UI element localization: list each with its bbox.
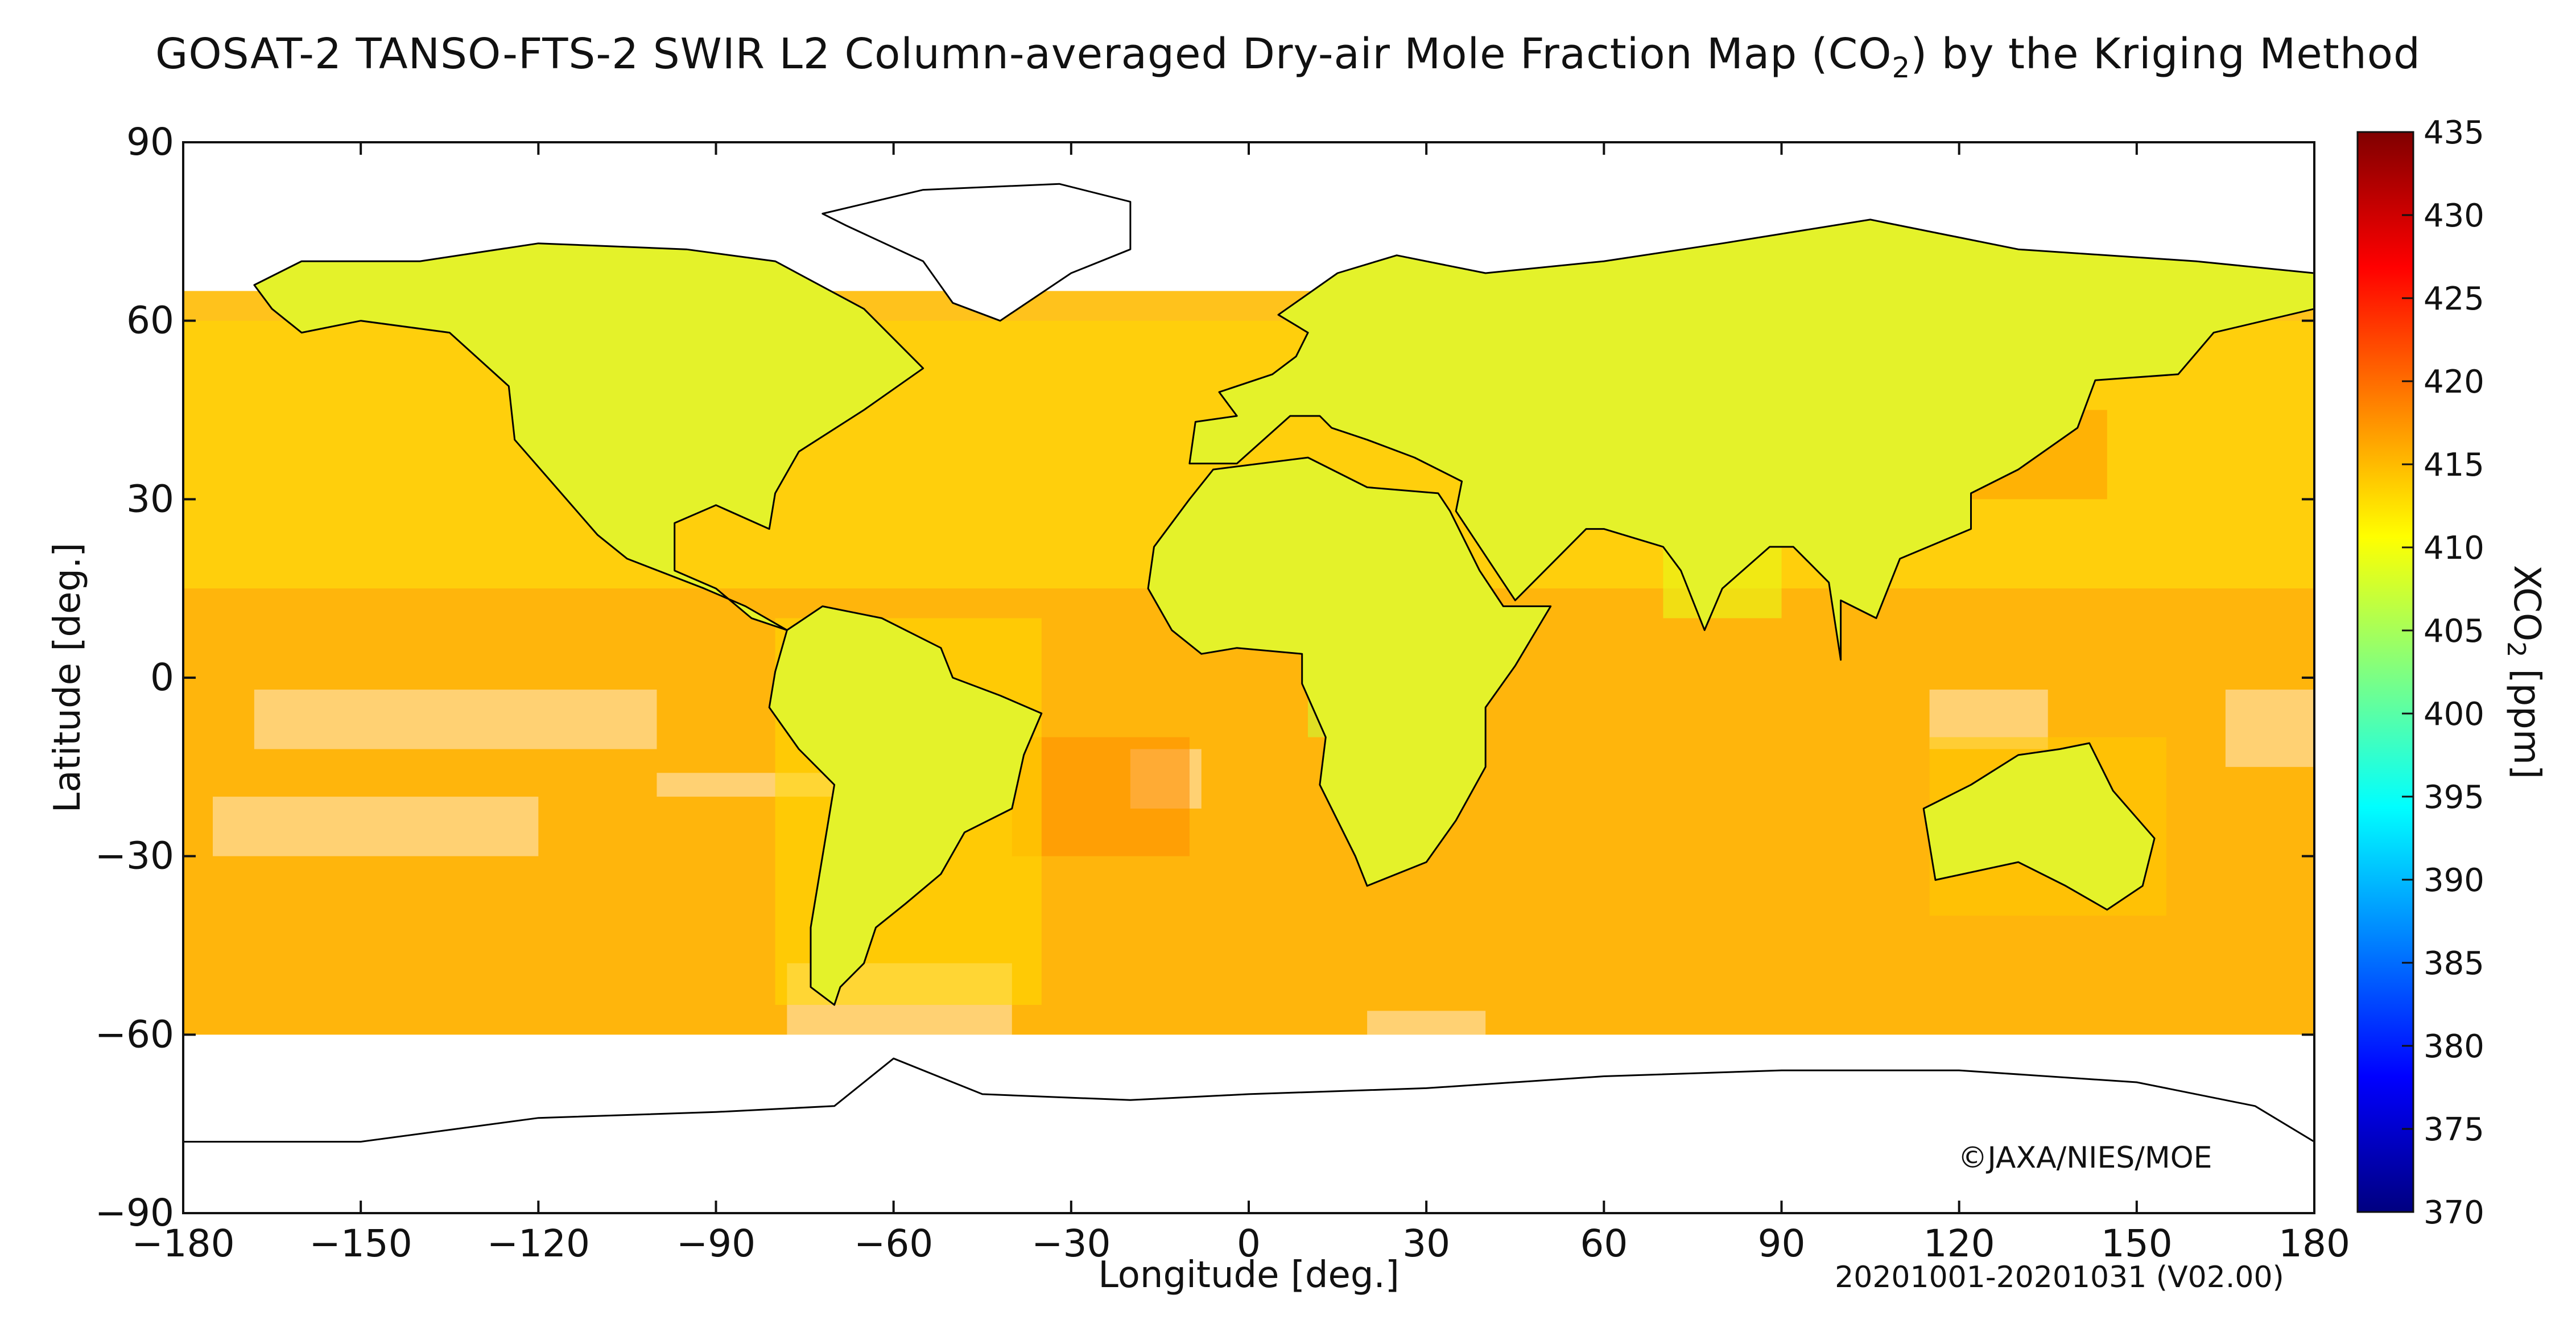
antarctica-outline — [183, 1057, 2314, 1213]
colorbar-label-unit: [ppm] — [2505, 657, 2548, 779]
x-tick-label: −150 — [309, 1222, 412, 1265]
title-subscript: 2 — [1892, 51, 1911, 84]
y-tick-label: 90 — [126, 120, 174, 164]
colorbar-tick-label: 405 — [2424, 613, 2484, 650]
colorbar-tick-label: 385 — [2424, 945, 2484, 982]
north-america-outline — [253, 242, 924, 631]
colorbar-tick-label: 370 — [2424, 1194, 2484, 1231]
colorbar-tick-label: 395 — [2424, 779, 2484, 816]
x-tick-label: 0 — [1237, 1222, 1261, 1265]
colorbar-tick-label: 400 — [2424, 696, 2484, 733]
colorbar-tick-label: 375 — [2424, 1111, 2484, 1148]
map-area — [183, 142, 2314, 1213]
colorbar-tick-label: 425 — [2424, 281, 2484, 318]
copyright-text: ©JAXA/NIES/MOE — [1958, 1141, 2212, 1175]
title-prefix: GOSAT-2 TANSO-FTS-2 SWIR L2 Column-avera… — [155, 30, 1892, 79]
colorbar-tick-label: 410 — [2424, 530, 2484, 567]
chart-title: GOSAT-2 TANSO-FTS-2 SWIR L2 Column-avera… — [0, 30, 2576, 84]
colorbar-tick-label: 415 — [2424, 447, 2484, 484]
colorbar-tick-label: 430 — [2424, 197, 2484, 234]
y-tick-label: −90 — [95, 1191, 174, 1235]
x-tick-label: 150 — [2101, 1222, 2173, 1265]
x-tick-label: 90 — [1758, 1222, 1806, 1265]
land-layer — [183, 183, 2314, 1213]
x-tick-label: 60 — [1580, 1222, 1628, 1265]
australia-outline — [1922, 742, 2156, 911]
colorbar-label-main: XCO — [2505, 565, 2548, 641]
colorbar-ticks: 435 430 425 420 415 410 405 400 395 390 385 380 375 3… — [2402, 114, 2484, 1231]
colorbar-tick-label: 380 — [2424, 1028, 2484, 1065]
x-axis: −180 −150 −120 −90 −60 −30 0 30 60 90 120 150 180 — [131, 142, 2350, 1265]
colorbar-tick-label: 420 — [2424, 364, 2484, 401]
x-tick-label: 120 — [1923, 1222, 1995, 1265]
greenland-outline — [821, 183, 1132, 322]
y-axis: 90 60 30 0 −30 −60 −90 — [95, 120, 2314, 1235]
x-tick-label: −30 — [1031, 1222, 1111, 1265]
region-cell — [1012, 737, 1190, 856]
colorbar-tick-label: 435 — [2424, 114, 2484, 151]
colorbar-label: XCO2 [ppm] — [2501, 565, 2548, 779]
x-axis-title: Longitude [deg.] — [1098, 1254, 1400, 1296]
eurasia-outline — [1188, 218, 2314, 661]
x-tick-label: −180 — [131, 1222, 234, 1265]
africa-outline — [1147, 456, 1552, 887]
y-tick-label: 0 — [150, 655, 174, 699]
x-tick-label: −60 — [854, 1222, 933, 1265]
south-america-outline — [768, 605, 1043, 1006]
colorbar-label-sub: 2 — [2501, 641, 2530, 657]
y-tick-label: 60 — [126, 299, 174, 343]
x-tick-label: −90 — [676, 1222, 756, 1265]
y-tick-label: −30 — [95, 834, 174, 878]
colorbar — [2356, 131, 2414, 1213]
y-tick-label: −60 — [95, 1012, 174, 1056]
x-tick-label: 180 — [2278, 1222, 2350, 1265]
period-text: 20201001-20201031 (V02.00) — [1835, 1260, 2284, 1294]
x-tick-label: 30 — [1402, 1222, 1450, 1265]
title-suffix: ) by the Kriging Method — [1910, 30, 2421, 79]
colorbar-tick-label: 390 — [2424, 862, 2484, 899]
y-axis-title: Latitude [deg.] — [47, 543, 89, 813]
x-tick-label: −120 — [487, 1222, 590, 1265]
y-tick-label: 30 — [126, 477, 174, 521]
